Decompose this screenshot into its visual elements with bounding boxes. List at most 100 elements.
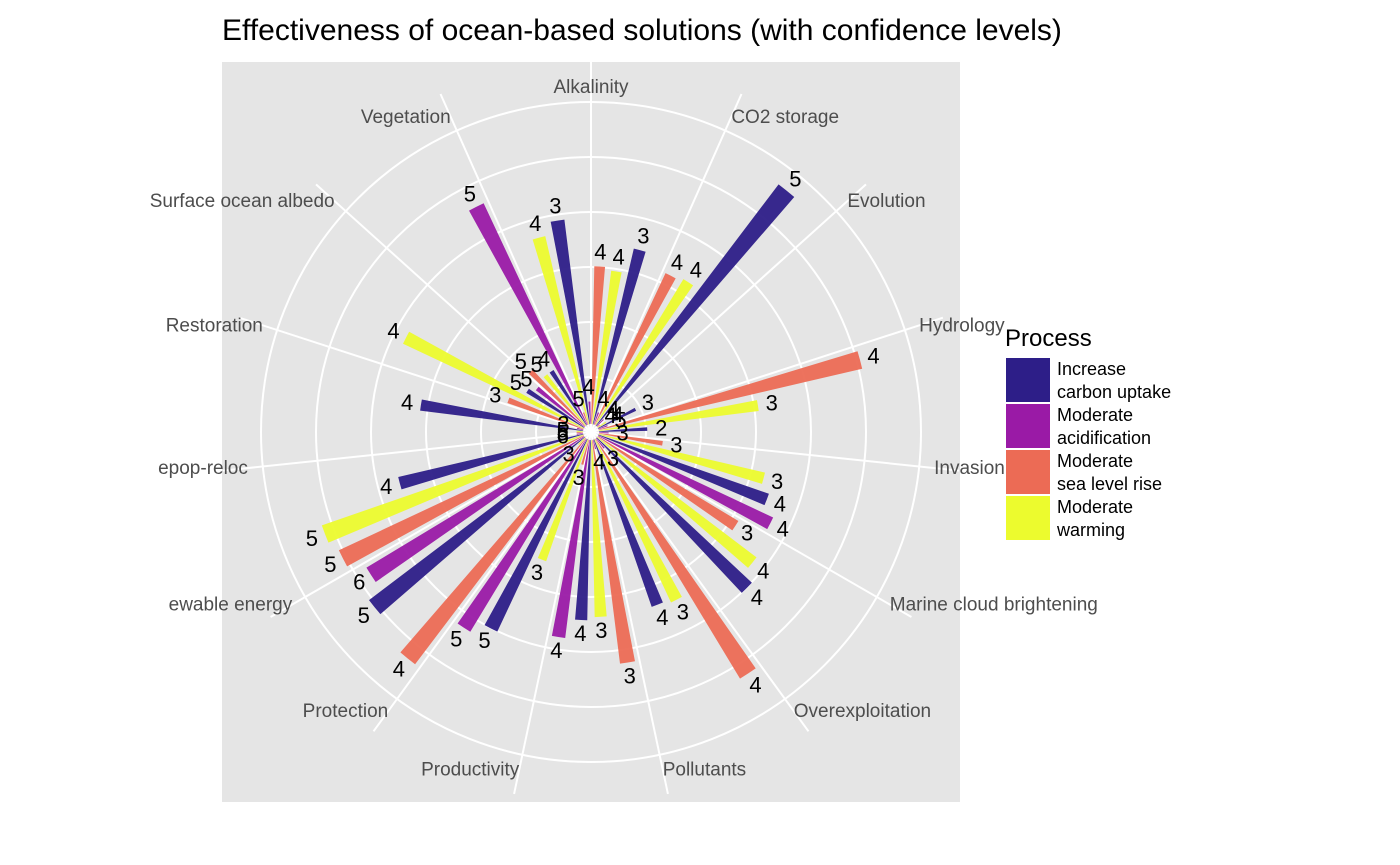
bar-label: 2 <box>655 415 667 440</box>
bar <box>598 425 608 430</box>
legend-key <box>1006 404 1050 448</box>
legend-label: Moderate <box>1057 497 1133 517</box>
bar-label: 3 <box>637 224 649 249</box>
bar <box>595 184 795 426</box>
bar-label: 4 <box>583 375 595 400</box>
legend-label: carbon uptake <box>1057 382 1171 402</box>
bar-label: 5 <box>515 349 527 374</box>
bar <box>597 436 757 568</box>
category-label: Alkalinity <box>554 77 629 98</box>
bar <box>592 248 646 425</box>
bar <box>369 436 585 615</box>
legend-key <box>1006 450 1050 494</box>
bar <box>469 203 588 425</box>
bar <box>598 433 765 484</box>
bar-label: 4 <box>867 343 879 368</box>
category-label: Productivity <box>421 759 520 780</box>
bar-label: 3 <box>557 412 569 437</box>
legend-title: Process <box>1005 325 1092 352</box>
bar <box>596 437 752 593</box>
category-label: ewable energy <box>169 595 293 616</box>
bar-label: 3 <box>670 433 682 458</box>
category-label: Marine cloud brightening <box>890 595 1098 616</box>
bar <box>403 331 584 429</box>
bar-label: 5 <box>614 408 626 433</box>
bar-label: 3 <box>642 390 654 415</box>
bar <box>597 436 739 531</box>
category-label: Hydrology <box>919 315 1005 336</box>
bar-label: 5 <box>478 628 490 653</box>
bar-label: 4 <box>604 403 616 428</box>
bar <box>576 432 584 434</box>
category-label-layer: Alkalinity CO2 storage Evolution Hydrology I… <box>150 77 1098 780</box>
bar <box>400 438 587 665</box>
bar-label: 4 <box>393 656 405 681</box>
bar <box>338 435 584 567</box>
category-label: Restoration <box>166 315 263 336</box>
bar <box>593 439 663 607</box>
grid-spoke <box>372 431 592 732</box>
bar <box>543 374 587 426</box>
bar-label: 4 <box>757 558 769 583</box>
bar <box>594 273 676 425</box>
bar <box>598 435 774 530</box>
grid-spoke <box>590 183 867 433</box>
legend: Process Increase carbon uptake Moderate aci… <box>1005 325 1171 540</box>
bar <box>398 433 584 490</box>
bar <box>321 434 584 543</box>
grid-spoke <box>270 431 592 618</box>
bar-label: 5 <box>510 370 522 395</box>
bar <box>598 400 759 432</box>
bar <box>532 236 590 425</box>
bar-label: 3 <box>616 421 628 446</box>
bar-label: 4 <box>529 211 541 236</box>
bar <box>598 407 637 429</box>
bar-label: 5 <box>531 352 543 377</box>
grid-spoke <box>222 431 592 472</box>
bar <box>596 419 604 427</box>
bar-label: 5 <box>572 386 584 411</box>
bar-label: 4 <box>749 672 761 697</box>
category-label: Evolution <box>847 191 925 212</box>
bar-label: 5 <box>464 181 476 206</box>
category-label: CO2 storage <box>731 107 839 128</box>
bar-label: 3 <box>766 390 778 415</box>
category-label: Overexploitation <box>794 701 931 722</box>
category-label: Invasion <box>934 458 1005 479</box>
bar <box>595 438 756 679</box>
bar-label: 6 <box>353 570 365 595</box>
bar <box>597 424 600 428</box>
bar-label: 4 <box>774 492 786 517</box>
bar-label: 3 <box>573 465 585 490</box>
bar-label: 5 <box>358 603 370 628</box>
category-label: Pollutants <box>663 759 746 780</box>
bar-label: 5 <box>789 167 801 192</box>
bar <box>582 412 589 425</box>
bar <box>507 397 584 430</box>
legend-label: Increase <box>1057 359 1126 379</box>
bar-label: 4 <box>597 386 609 411</box>
legend-label: sea level rise <box>1057 474 1162 494</box>
bar <box>575 439 591 621</box>
bar <box>528 369 586 427</box>
bar <box>366 436 585 582</box>
bar <box>588 401 591 425</box>
bar-layer <box>321 184 863 679</box>
bar <box>598 351 863 431</box>
bar <box>576 432 584 435</box>
grid-spoke <box>590 431 912 618</box>
grid-spoke <box>315 183 592 433</box>
grid-spoke <box>238 316 592 433</box>
bar-label: 4 <box>401 390 413 415</box>
bar-label: 5 <box>450 626 462 651</box>
bar-label: 4 <box>550 638 562 663</box>
legend-label: Moderate <box>1057 451 1133 471</box>
bar <box>593 412 600 425</box>
bar-label: 3 <box>562 441 574 466</box>
grid-spoke <box>513 431 592 795</box>
legend-key <box>1006 496 1050 540</box>
bar-label: 3 <box>607 446 619 471</box>
bar-label: 4 <box>777 517 789 542</box>
grid-spoke <box>590 431 810 732</box>
